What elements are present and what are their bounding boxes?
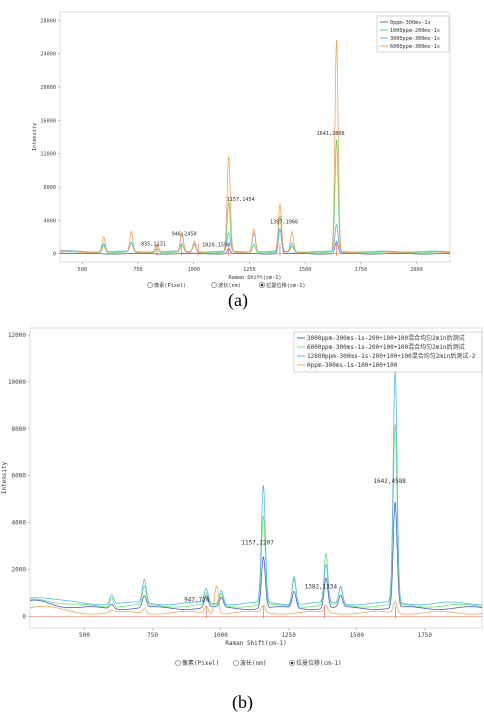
y-tick-label: 4000 bbox=[44, 218, 57, 224]
x-tick-label: 750 bbox=[133, 267, 142, 273]
series-line-1 bbox=[30, 502, 482, 610]
y-tick-label: 2000 bbox=[12, 566, 27, 573]
y-tick-label: 4000 bbox=[12, 520, 27, 527]
radio-label: 拉曼位移(cm-1) bbox=[296, 659, 342, 667]
x-tick-label: 1000 bbox=[187, 267, 200, 273]
series-group bbox=[60, 39, 450, 255]
annotation-label: 1387,1966 bbox=[270, 220, 298, 226]
radio-label: 拉曼位移(cm-1) bbox=[266, 281, 306, 289]
series-line-4 bbox=[60, 39, 450, 253]
legend-label: 3000ppm-300ms-1s bbox=[390, 36, 440, 42]
annotation-label: 1641,2808 bbox=[317, 131, 345, 137]
legend-box bbox=[376, 15, 450, 53]
panel-a-caption: (a) bbox=[228, 290, 248, 310]
x-tick-label: 1750 bbox=[418, 632, 433, 639]
radio-circle[interactable] bbox=[233, 660, 239, 666]
panel-b-caption: (b) bbox=[232, 692, 253, 712]
radio-dot bbox=[260, 283, 264, 287]
y-tick-label: 8000 bbox=[12, 426, 27, 433]
y-axis-label: Intensity bbox=[1, 461, 8, 494]
y-tick-label: 12000 bbox=[40, 152, 56, 158]
radio-label: 像素(Pixel) bbox=[182, 659, 219, 667]
chart-b: 0 2000 4000 6000 8000 10000 12000 500 750 1000 125… bbox=[1, 327, 483, 667]
plot-frame bbox=[59, 11, 451, 263]
x-tick-label: 1250 bbox=[243, 267, 256, 273]
annotation-label: 1642,4588 bbox=[373, 478, 406, 485]
annotation-label: 1020,1550 bbox=[202, 243, 230, 249]
y-tick-label: 28000 bbox=[40, 18, 56, 24]
y-tick-label: 20000 bbox=[40, 85, 56, 91]
radio-option-3[interactable]: 拉曼位移(cm-1) bbox=[289, 659, 342, 667]
radio-option-2[interactable]: 波长(nm) bbox=[233, 659, 266, 667]
radio-circle[interactable] bbox=[211, 282, 217, 288]
series-line-1 bbox=[60, 228, 450, 255]
y-tick-label: 0 bbox=[53, 252, 56, 258]
radio-label: 像素(Pixel) bbox=[154, 281, 186, 289]
y-tick-label: 24000 bbox=[40, 52, 56, 58]
x-tick-label: 1000 bbox=[213, 632, 228, 639]
x-tick-label: 500 bbox=[79, 632, 90, 639]
radio-option-3[interactable]: 拉曼位移(cm-1) bbox=[259, 281, 306, 289]
radio-circle[interactable] bbox=[147, 282, 153, 288]
y-tick-label: 16000 bbox=[40, 118, 56, 124]
annotation-label: 1157,2207 bbox=[241, 540, 274, 547]
annotation-label: 1382,1334 bbox=[305, 584, 338, 591]
x-tick-label: 500 bbox=[78, 267, 87, 273]
y-tick-label: 10000 bbox=[8, 379, 26, 386]
radio-option-2[interactable]: 波长(nm) bbox=[211, 281, 241, 289]
legend-label: 6000ppm-300ms-1s-200+100+100混合均匀2min后测试 bbox=[307, 343, 465, 351]
legend-label: 12800ppm-300ms-1s-200+100+100混合均匀2min后测试… bbox=[307, 352, 476, 360]
radio-dot bbox=[290, 661, 294, 665]
x-tick-label: 1250 bbox=[281, 632, 296, 639]
y-tick-label: 8000 bbox=[44, 185, 57, 191]
legend-box bbox=[293, 331, 483, 373]
x-tick-label: 2000 bbox=[410, 267, 423, 273]
radio-label: 波长(nm) bbox=[218, 281, 241, 289]
x-tick-label: 1500 bbox=[299, 267, 312, 273]
x-tick-label: 1750 bbox=[355, 267, 368, 273]
radio-option-1[interactable]: 像素(Pixel) bbox=[175, 659, 219, 667]
series-line-4 bbox=[30, 585, 482, 615]
x-axis-label: Raman Shift(cm-1) bbox=[228, 275, 281, 281]
series-line-2 bbox=[30, 423, 482, 608]
legend-label: 0ppm-300ms-1s-100+100+100 bbox=[307, 362, 398, 369]
legend-label: 3000ppm-300ms-1s-200+100+100混合均匀2min后测试 bbox=[307, 334, 465, 342]
chart-a: 0 4000 8000 12000 16000 20000 24000 28000 500 750… bbox=[32, 11, 451, 289]
legend-label: 1000ppm-200ms-1s bbox=[390, 28, 440, 34]
x-axis-label: Raman Shift(cm-1) bbox=[225, 640, 286, 647]
y-axis-label: Intensity bbox=[32, 123, 38, 151]
annotation-label: 835,1131 bbox=[141, 242, 166, 248]
radio-option-1[interactable]: 像素(Pixel) bbox=[147, 281, 186, 289]
radio-circle[interactable] bbox=[175, 660, 181, 666]
legend-label: 0ppm-300ms-1s bbox=[390, 20, 431, 26]
series-group bbox=[30, 370, 482, 615]
x-tick-label: 1500 bbox=[350, 632, 365, 639]
series-line-3 bbox=[30, 370, 482, 606]
legend-label: 6000ppm-300ms-1s bbox=[390, 44, 440, 50]
plot-frame bbox=[29, 327, 483, 629]
radio-label: 波长(nm) bbox=[240, 659, 266, 667]
y-tick-label: 6000 bbox=[12, 473, 27, 480]
y-tick-label: 0 bbox=[22, 613, 26, 620]
panel-b: 0 2000 4000 6000 8000 10000 12000 500 750 1000 125… bbox=[0, 318, 484, 712]
annotation-label: 947,726 bbox=[184, 596, 210, 603]
y-tick-label: 12000 bbox=[8, 332, 26, 339]
annotation-label: 946,2450 bbox=[172, 232, 197, 238]
annotation-label: 1157,1454 bbox=[227, 197, 255, 203]
panel-a: 0 4000 8000 12000 16000 20000 24000 28000 500 750… bbox=[0, 0, 484, 310]
x-tick-label: 750 bbox=[147, 632, 158, 639]
